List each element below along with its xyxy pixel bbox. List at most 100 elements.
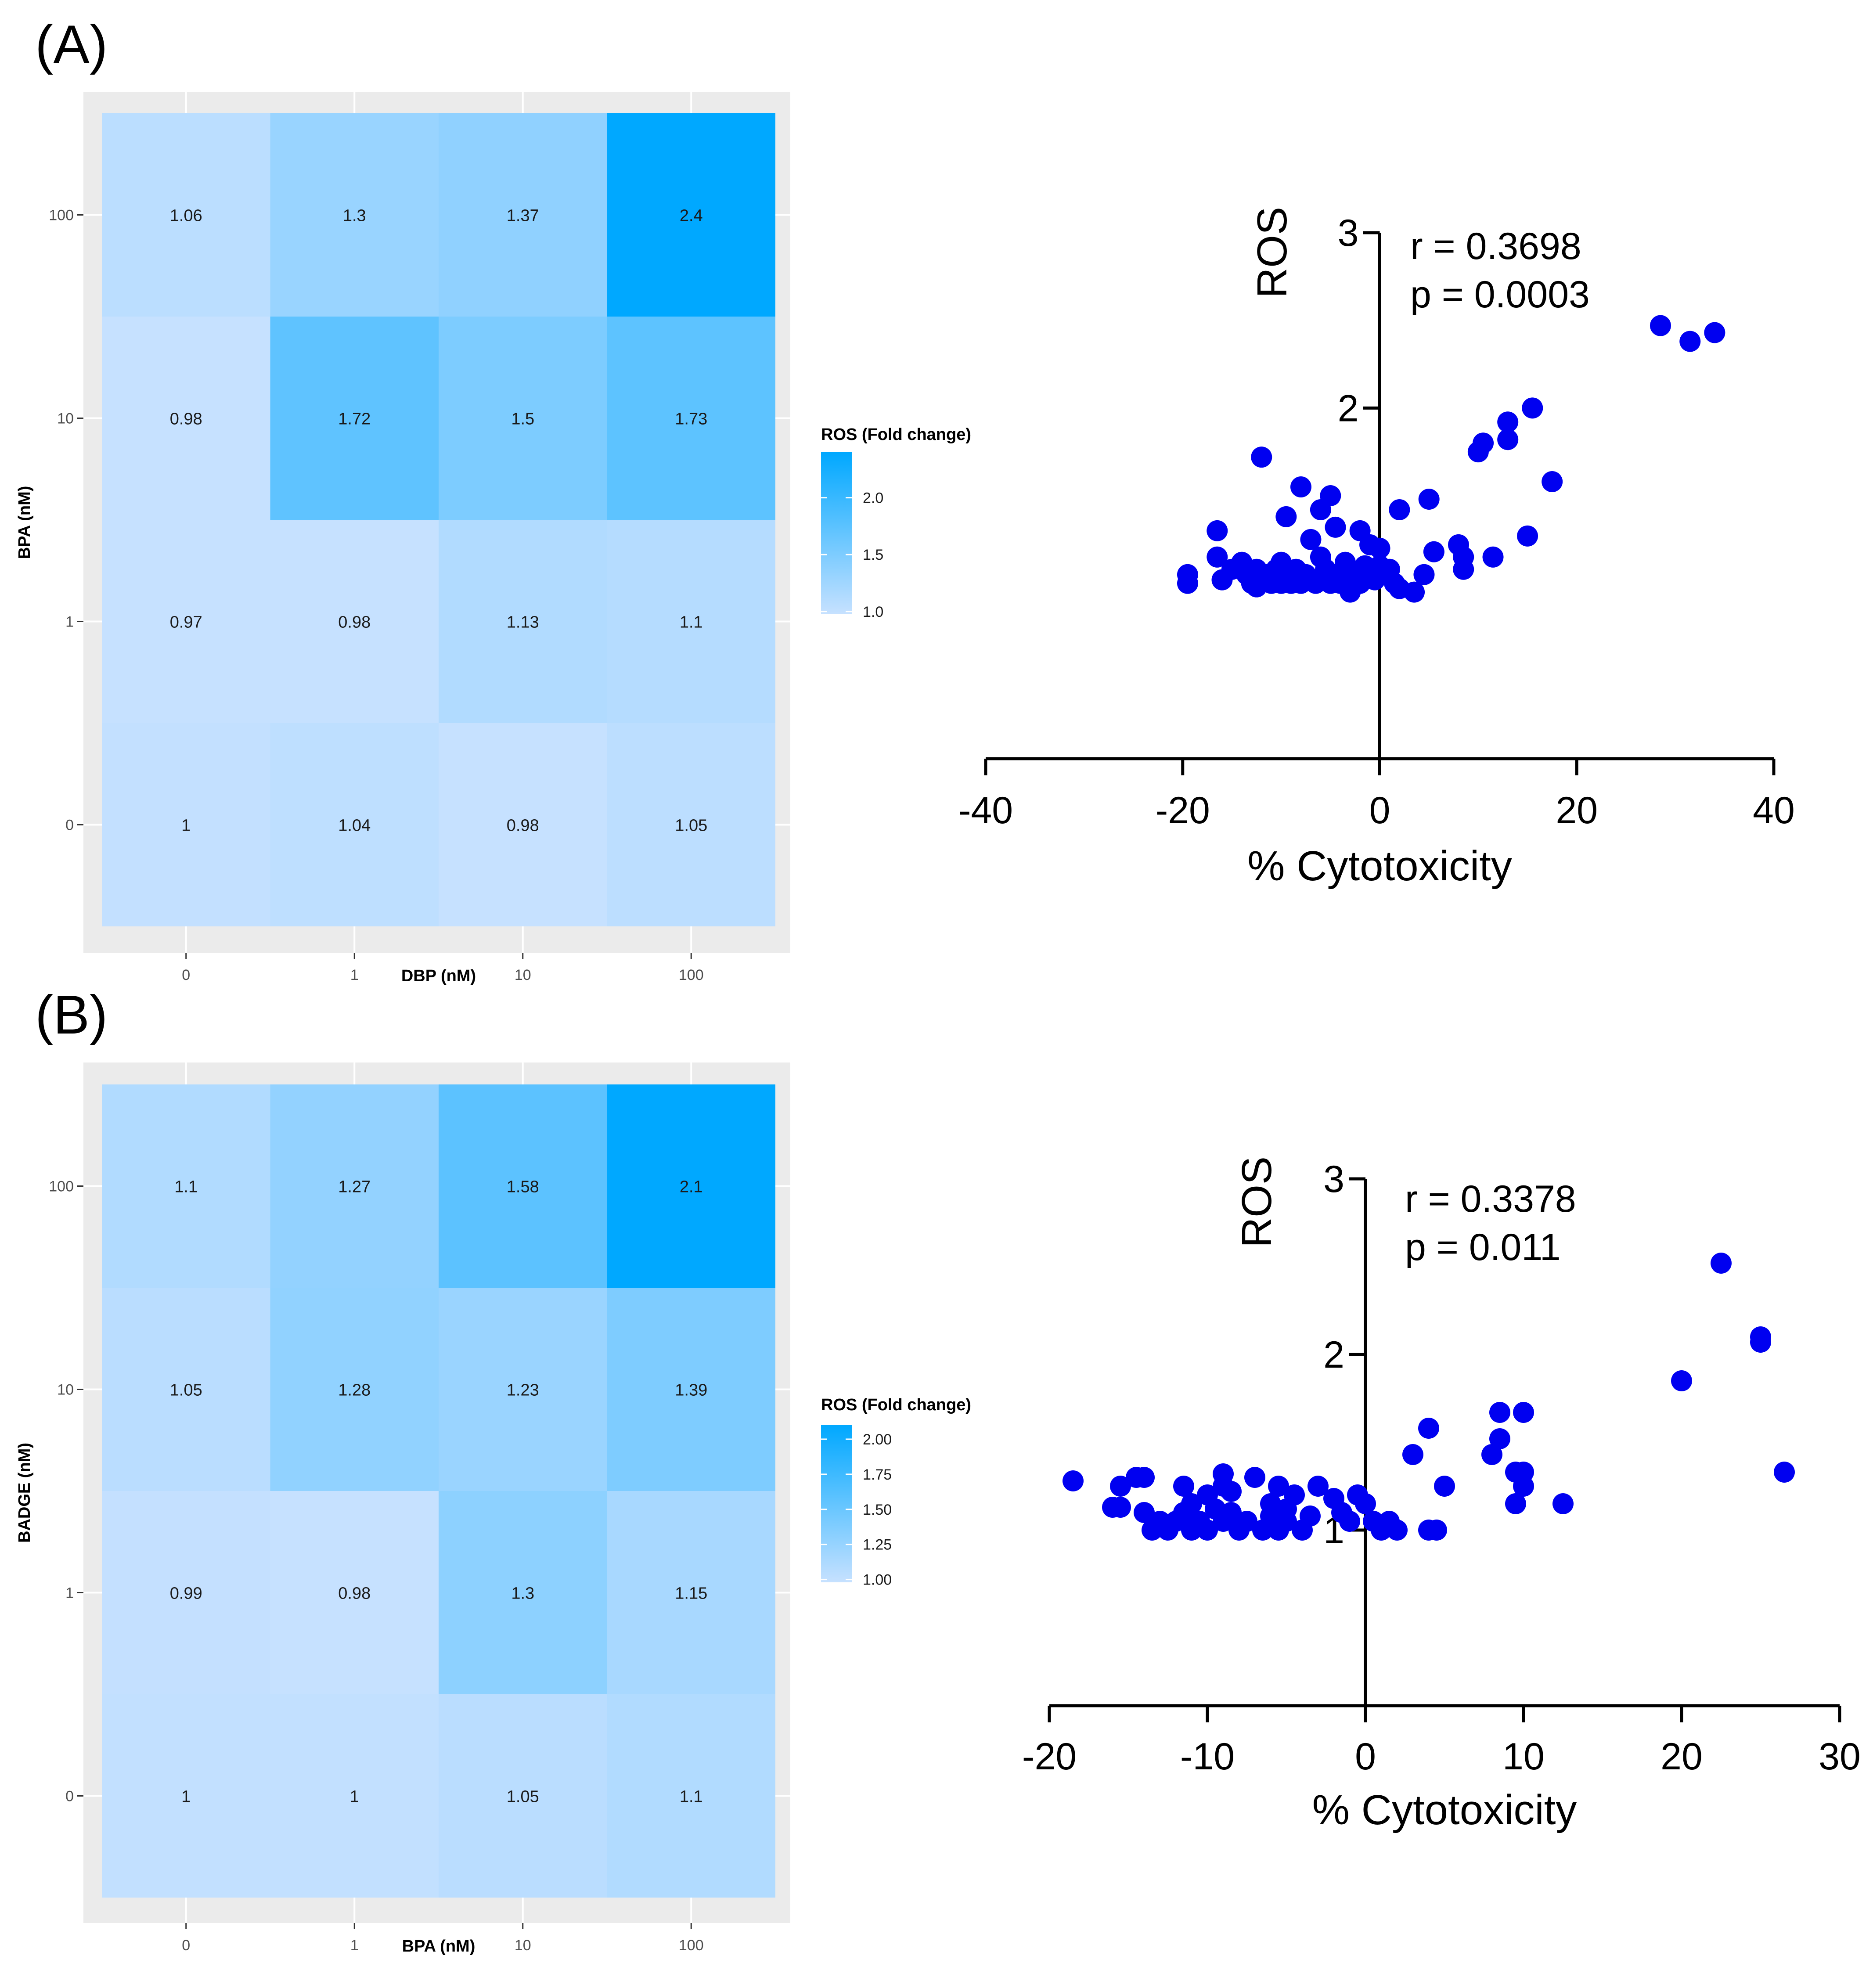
heatmap-cell-value: 1.04 xyxy=(338,817,371,835)
heatmap-cell-value: 0.98 xyxy=(338,613,371,632)
heatmap-cell-value: 1.5 xyxy=(511,410,534,429)
scatter-point xyxy=(1513,1402,1534,1423)
heatmap-cell-value: 1 xyxy=(350,1788,359,1806)
scatter-point xyxy=(1522,397,1543,419)
scatter-point xyxy=(1482,546,1504,568)
x-tick-label: 0 xyxy=(182,967,190,983)
scatter-point xyxy=(1355,1493,1376,1514)
heatmap-cell xyxy=(102,520,270,723)
y-tick-label: 0 xyxy=(65,817,74,834)
heatmap-cell xyxy=(607,520,775,723)
scatter-point xyxy=(1276,1511,1297,1532)
scatter-point xyxy=(1552,1493,1574,1514)
heatmap-cell xyxy=(607,1694,775,1898)
legend-tick-label: 2.0 xyxy=(863,490,883,507)
scatter-point xyxy=(1404,581,1425,603)
scatter-point xyxy=(1325,516,1346,538)
y-tick-label: 10 xyxy=(57,411,74,427)
heatmap-cell-value: 1.1 xyxy=(680,613,703,632)
scatter-point xyxy=(1307,1476,1329,1497)
scatter-point xyxy=(1418,1418,1439,1439)
heatmap-cell xyxy=(439,1084,607,1288)
scatter-point xyxy=(1063,1470,1084,1491)
heatmap-cell xyxy=(439,1491,607,1694)
heatmap-cell-value: 1.1 xyxy=(680,1788,703,1806)
heatmap-cell xyxy=(439,520,607,723)
scatter-point xyxy=(1300,529,1322,550)
scatter-point xyxy=(1275,506,1297,527)
scatter-point xyxy=(1181,1493,1202,1514)
legend-tick-label: 1.25 xyxy=(863,1537,892,1553)
heatmap-cell-value: 1.23 xyxy=(507,1381,539,1400)
correlation-r-label: r = 0.3698 xyxy=(1410,225,1581,267)
scatter-point xyxy=(1402,1444,1423,1465)
heatmap-cell xyxy=(439,317,607,520)
heatmap-cell-value: 1 xyxy=(181,1788,191,1806)
legend-colorbar xyxy=(821,452,852,614)
heatmap-cell xyxy=(102,113,270,317)
scatter-point xyxy=(1750,1332,1771,1353)
x-tick-label: 20 xyxy=(1660,1736,1703,1778)
scatter-point xyxy=(1473,432,1494,454)
heatmap-b: 1 1 1.05 1.1 0.99 0.98 1.3 1.15 1.05 1.28 1.23 1.39… xyxy=(15,1062,971,1956)
scatter-point xyxy=(1284,1484,1305,1505)
scatter-point xyxy=(1339,1511,1360,1532)
scatter-point xyxy=(1290,476,1311,498)
x-tick-label: 0 xyxy=(182,1937,190,1954)
y-tick-label: 100 xyxy=(49,1178,74,1195)
heatmap-cell-value: 1.3 xyxy=(511,1585,534,1603)
panel-b-label: (B) xyxy=(35,985,108,1045)
x-tick-label: 10 xyxy=(1502,1736,1545,1778)
scatter-point xyxy=(1207,546,1228,568)
scatter-point xyxy=(1134,1467,1155,1488)
heatmap-cell xyxy=(270,723,439,926)
x-axis-title: % Cytotoxicity xyxy=(1247,843,1512,890)
heatmap-cell xyxy=(607,723,775,926)
x-axis-title: % Cytotoxicity xyxy=(1312,1786,1577,1833)
y-tick-label: 2 xyxy=(1338,387,1359,429)
heatmap-cell-value: 0.97 xyxy=(170,613,202,632)
scatter-point xyxy=(1173,1476,1194,1497)
heatmap-cell-value: 1.72 xyxy=(338,410,371,429)
heatmap-cell xyxy=(102,1084,270,1288)
scatter-point xyxy=(1197,1520,1218,1541)
heatmap-cell-value: 2.4 xyxy=(680,207,703,225)
y-tick-label: 3 xyxy=(1323,1158,1344,1200)
x-tick-label: 100 xyxy=(679,967,704,983)
correlation-p-label: p = 0.011 xyxy=(1405,1226,1561,1268)
heatmap-cell-value: 1.3 xyxy=(343,207,366,225)
y-axis-title: ROS xyxy=(1249,207,1296,298)
heatmap-cell-value: 2.1 xyxy=(680,1178,703,1196)
correlation-r-label: r = 0.3378 xyxy=(1405,1178,1576,1220)
scatter-point xyxy=(1177,564,1198,585)
heatmap-cell xyxy=(270,317,439,520)
scatter-point xyxy=(1423,541,1444,562)
heatmap-cell-value: 1.27 xyxy=(338,1178,371,1196)
legend-colorbar xyxy=(821,1425,852,1582)
scatter-point xyxy=(1221,1481,1242,1502)
heatmap-cell xyxy=(439,723,607,926)
heatmap-cell-value: 1 xyxy=(181,817,191,835)
heatmap-cell xyxy=(102,1694,270,1898)
scatter-point xyxy=(1244,1467,1265,1488)
heatmap-cell-value: 1.06 xyxy=(170,207,202,225)
scatter-point xyxy=(1671,1370,1692,1391)
x-tick-label: 1 xyxy=(350,967,359,983)
heatmap-cell-value: 1.05 xyxy=(170,1381,202,1400)
legend-tick-label: 2.00 xyxy=(863,1431,892,1448)
x-axis-title: BPA (nM) xyxy=(402,1937,475,1956)
legend-title: ROS (Fold change) xyxy=(821,425,971,444)
y-tick-label: 1 xyxy=(65,614,74,630)
scatter-point xyxy=(1679,331,1701,352)
x-tick-label: -10 xyxy=(1180,1736,1235,1778)
scatter-point xyxy=(1711,1253,1732,1274)
scatter-point xyxy=(1110,1476,1131,1497)
scatter-point xyxy=(1110,1497,1131,1518)
heatmap-cell-value: 0.98 xyxy=(507,817,539,835)
x-tick-label: -20 xyxy=(1156,789,1210,832)
x-tick-label: 1 xyxy=(350,1937,359,1954)
scatter-point xyxy=(1542,471,1563,493)
x-tick-label: 100 xyxy=(679,1937,704,1954)
